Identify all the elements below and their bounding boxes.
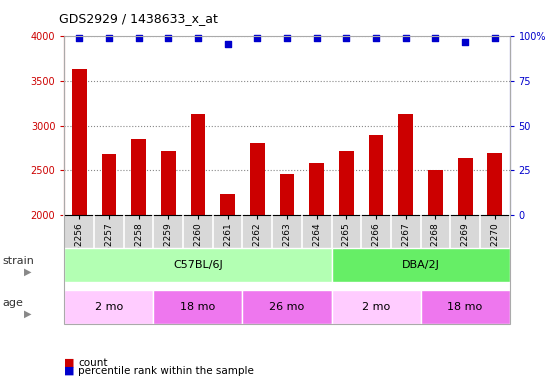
Bar: [190, 114, 206, 215]
Text: ▶: ▶: [24, 267, 32, 277]
Bar: [131, 139, 146, 215]
Bar: [398, 114, 413, 215]
Bar: [250, 143, 265, 215]
Text: 26 mo: 26 mo: [269, 302, 305, 312]
Text: count: count: [78, 358, 108, 368]
Text: strain: strain: [3, 256, 35, 266]
Text: GDS2929 / 1438633_x_at: GDS2929 / 1438633_x_at: [59, 12, 218, 25]
Point: [253, 35, 262, 41]
Point: [105, 35, 114, 41]
Bar: [428, 170, 443, 215]
Bar: [161, 151, 176, 215]
Text: ■: ■: [64, 366, 75, 376]
Text: DBA/2J: DBA/2J: [402, 260, 440, 270]
Text: 2 mo: 2 mo: [362, 302, 390, 312]
Point: [460, 39, 469, 45]
Text: 18 mo: 18 mo: [447, 302, 483, 312]
Bar: [279, 174, 295, 215]
Point: [223, 41, 232, 47]
Point: [431, 35, 440, 41]
Text: age: age: [3, 298, 24, 308]
Point: [282, 35, 291, 41]
Text: ■: ■: [64, 358, 75, 368]
Point: [194, 35, 203, 41]
Point: [312, 35, 321, 41]
Point: [134, 35, 143, 41]
Point: [372, 35, 381, 41]
Text: C57BL/6J: C57BL/6J: [173, 260, 223, 270]
Text: 2 mo: 2 mo: [95, 302, 123, 312]
Bar: [458, 158, 473, 215]
Bar: [101, 154, 116, 215]
Text: percentile rank within the sample: percentile rank within the sample: [78, 366, 254, 376]
Text: 18 mo: 18 mo: [180, 302, 216, 312]
Text: ▶: ▶: [24, 309, 32, 319]
Bar: [368, 135, 384, 215]
Point: [401, 35, 410, 41]
Bar: [309, 163, 324, 215]
Bar: [339, 151, 354, 215]
Point: [164, 35, 173, 41]
Bar: [72, 69, 87, 215]
Point: [342, 35, 351, 41]
Point: [75, 35, 84, 41]
Bar: [487, 152, 502, 215]
Point: [491, 35, 500, 41]
Bar: [220, 194, 235, 215]
